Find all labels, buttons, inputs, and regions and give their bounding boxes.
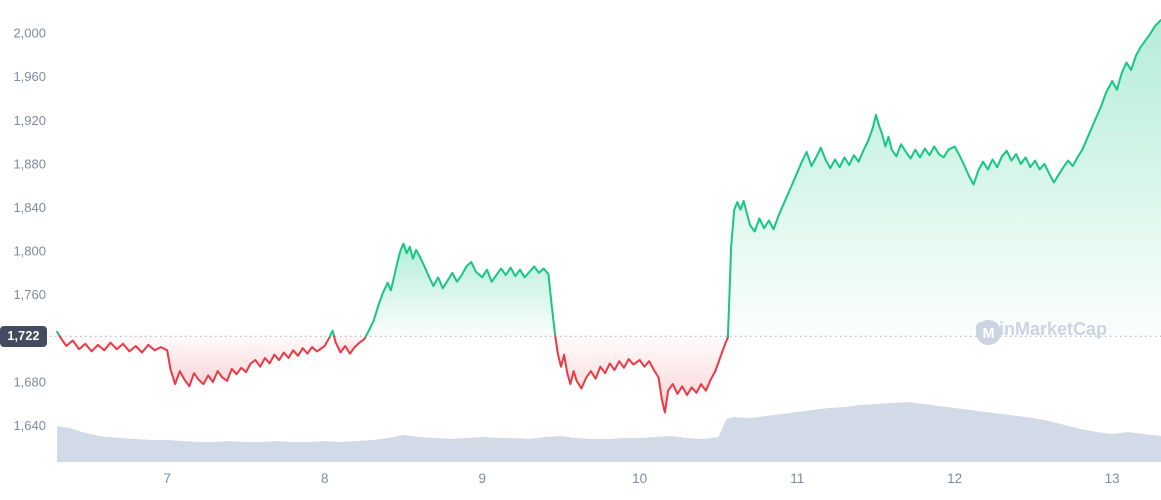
area-fill-up	[365, 243, 556, 337]
price-line-segment-down	[58, 335, 331, 388]
price-line-segment-up	[726, 19, 1161, 338]
y-tick-label: 1,920	[13, 113, 46, 128]
coinmarketcap-logo-icon: M	[975, 319, 1002, 346]
price-line-segment-down	[554, 335, 729, 414]
price-line-segment-up	[329, 329, 335, 338]
x-tick-label: 9	[478, 471, 486, 486]
volume-area	[57, 402, 1161, 462]
y-tick-label: 1,640	[13, 418, 46, 433]
x-tick-label: 7	[163, 471, 171, 486]
price-badge: 1,722	[0, 325, 47, 347]
y-tick-label: 1,680	[13, 375, 46, 390]
area-fill-down	[555, 336, 728, 413]
y-tick-label: 1,760	[13, 287, 46, 302]
y-tick-label: 1,960	[13, 69, 46, 84]
x-tick-label: 12	[947, 471, 962, 486]
price-line-segment-up	[364, 242, 557, 338]
watermark-label: CoinMarketCap	[975, 319, 1108, 339]
svg-text:M: M	[982, 326, 994, 342]
y-tick-label: 2,000	[13, 26, 46, 41]
price-badge-label: 1,722	[7, 329, 40, 344]
watermark: M CoinMarketCap	[975, 319, 1108, 346]
y-tick-label: 1,840	[13, 200, 46, 215]
y-tick-label: 1,800	[13, 244, 46, 259]
area-fill-down	[59, 336, 330, 387]
x-tick-label: 10	[632, 471, 647, 486]
area-fill-up	[727, 20, 1161, 337]
price-line-segment-down	[333, 335, 367, 355]
x-tick-label: 8	[321, 471, 329, 486]
x-tick-label: 13	[1105, 471, 1120, 486]
y-tick-label: 1,880	[13, 156, 46, 171]
x-tick-label: 11	[790, 471, 804, 486]
